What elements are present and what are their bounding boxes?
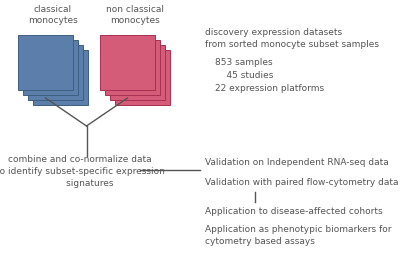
Text: classical
monocytes: classical monocytes — [28, 5, 78, 25]
Text: Validation with paired flow-cytometry data: Validation with paired flow-cytometry da… — [205, 178, 398, 187]
Text: Validation on Independent RNA-seq data: Validation on Independent RNA-seq data — [205, 158, 389, 167]
Text: Application as phenotypic biomarkers for
cytometry based assays: Application as phenotypic biomarkers for… — [205, 225, 392, 246]
Bar — [23, 40, 78, 95]
Text: Application to disease-affected cohorts: Application to disease-affected cohorts — [205, 207, 383, 216]
Text: combine and co-normalize data
to identify subset-specific expression
       sign: combine and co-normalize data to identif… — [0, 155, 164, 188]
Bar — [18, 35, 73, 90]
Bar — [115, 50, 170, 105]
Text: 853 samples
    45 studies
22 expression platforms: 853 samples 45 studies 22 expression pla… — [215, 58, 324, 93]
Bar — [100, 35, 155, 90]
Text: discovery expression datasets
from sorted monocyte subset samples: discovery expression datasets from sorte… — [205, 28, 379, 49]
Bar — [105, 40, 160, 95]
Bar — [28, 45, 83, 100]
Text: non classical
monocytes: non classical monocytes — [106, 5, 164, 25]
Bar — [33, 50, 88, 105]
Bar — [110, 45, 165, 100]
